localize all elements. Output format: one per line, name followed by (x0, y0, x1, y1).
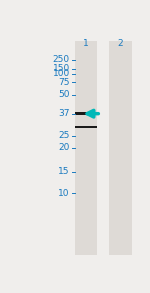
Text: 20: 20 (58, 143, 70, 152)
Text: 250: 250 (53, 55, 70, 64)
Text: 25: 25 (58, 131, 70, 140)
Text: 10: 10 (58, 189, 70, 197)
Text: 100: 100 (53, 69, 70, 79)
Bar (75, 125, 97, 127)
Text: 150: 150 (53, 64, 70, 73)
Bar (110, 41, 132, 255)
Text: 75: 75 (58, 78, 70, 87)
Bar (75, 41, 97, 255)
Bar (75, 112, 97, 115)
Text: 15: 15 (58, 167, 70, 176)
Text: 50: 50 (58, 91, 70, 99)
Text: 1: 1 (83, 39, 88, 48)
Text: 2: 2 (118, 39, 123, 48)
Text: 37: 37 (58, 109, 70, 118)
